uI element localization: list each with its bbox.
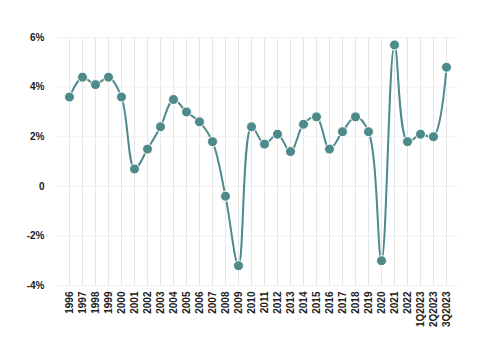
svg-text:2010: 2010 [246,291,257,314]
svg-text:2020: 2020 [376,291,387,314]
svg-text:2022: 2022 [402,291,413,314]
svg-text:2011: 2011 [259,291,270,313]
svg-text:2018: 2018 [350,291,361,314]
svg-text:2008: 2008 [220,291,231,314]
svg-text:2016: 2016 [324,291,335,314]
svg-text:1998: 1998 [90,291,101,314]
svg-text:6%: 6% [30,32,45,43]
svg-text:2000: 2000 [116,291,127,314]
svg-text:2012: 2012 [272,291,283,314]
svg-text:1999: 1999 [103,291,114,314]
svg-text:2021: 2021 [389,291,400,314]
svg-text:2003: 2003 [155,291,166,314]
svg-text:2%: 2% [30,131,45,142]
svg-text:2014: 2014 [298,291,309,314]
svg-text:2009: 2009 [233,291,244,314]
svg-text:2017: 2017 [337,291,348,314]
svg-text:2006: 2006 [194,291,205,314]
svg-text:-2%: -2% [27,230,45,241]
svg-text:1997: 1997 [77,291,88,314]
svg-text:2004: 2004 [168,291,179,314]
svg-text:3Q2023: 3Q2023 [441,291,452,327]
svg-text:2001: 2001 [129,291,140,314]
svg-text:-4%: -4% [27,280,45,291]
svg-text:2013: 2013 [285,291,296,314]
svg-text:2Q2023: 2Q2023 [428,291,439,327]
svg-text:2007: 2007 [207,291,218,314]
svg-text:2019: 2019 [363,291,374,314]
svg-text:2015: 2015 [311,291,322,314]
svg-text:4%: 4% [30,81,45,92]
svg-text:1Q2023: 1Q2023 [415,291,426,327]
svg-text:1996: 1996 [64,291,75,314]
svg-text:2002: 2002 [142,291,153,314]
svg-text:2005: 2005 [181,291,192,314]
svg-text:0: 0 [39,181,45,192]
